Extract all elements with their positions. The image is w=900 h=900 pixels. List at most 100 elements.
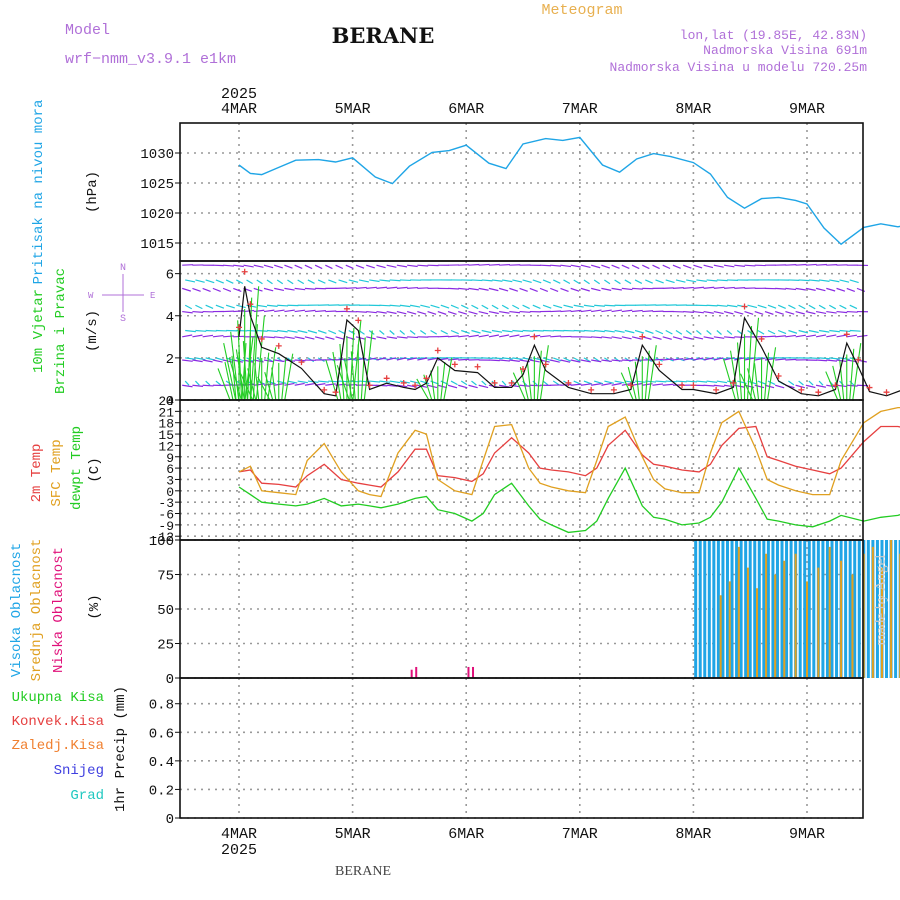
wind-arrow <box>696 330 702 335</box>
gust-marker <box>627 382 634 389</box>
gust-arrow <box>363 330 373 401</box>
gust-marker <box>730 379 737 386</box>
wind-arrow <box>263 336 275 339</box>
wind-arrow <box>614 380 625 384</box>
wind-arrow <box>277 329 288 333</box>
wind-arrow <box>560 359 571 363</box>
wind-arrow <box>849 304 858 310</box>
wind-arrow <box>747 329 754 335</box>
bottom-day-label: 4MAR <box>221 826 257 843</box>
wind-arrow <box>409 380 420 384</box>
wind-arrow <box>355 286 367 289</box>
gust-arrow <box>825 371 839 401</box>
gust-arrow <box>247 297 253 401</box>
precip-legend: Ukupna Kisa Konvek.Kisa Zaledj.Kisa Snij… <box>12 686 129 812</box>
y-tick-label: 0.4 <box>149 755 174 771</box>
wind-arrow <box>304 309 316 313</box>
wind-arrow <box>798 329 809 334</box>
wind-arrow <box>195 279 205 283</box>
wind-arrow <box>734 264 745 267</box>
gust-marker <box>474 363 481 370</box>
wind-arrow <box>437 335 449 338</box>
wind-arrow <box>223 264 234 267</box>
wind-arrow <box>215 279 224 284</box>
wind-arrow <box>560 310 572 313</box>
wind-arrow <box>325 336 335 340</box>
wind-arrow <box>683 286 694 289</box>
wind-arrow <box>826 287 836 292</box>
wind-arrow <box>243 264 254 268</box>
wind-arrow <box>284 264 293 269</box>
wind-arrow <box>307 329 318 334</box>
wind-arrow <box>325 264 333 270</box>
wind-arrow <box>256 304 268 308</box>
wind-arrow <box>315 310 326 313</box>
wind-arrow <box>849 279 859 284</box>
wind-arrow <box>540 264 551 267</box>
gust-arrow <box>264 372 274 401</box>
wind-arrow <box>553 304 563 309</box>
wind-arrow <box>399 330 406 335</box>
wind-arrow <box>696 279 707 282</box>
wind-arrow <box>184 380 190 386</box>
gust-arrow <box>839 360 845 401</box>
wind-arrow <box>611 382 622 386</box>
cloud-legend-low: Niska Oblacnost <box>51 547 67 673</box>
y-tick-label: 50 <box>157 603 174 619</box>
wind-arrow <box>512 329 524 333</box>
wind-arrow <box>795 334 806 338</box>
gust-marker <box>366 382 373 389</box>
gust-arrow <box>240 373 254 401</box>
wind-arrow <box>836 287 846 292</box>
wind-arrow <box>611 359 623 362</box>
wind-arrow <box>215 380 222 386</box>
wind-arrow <box>376 286 388 289</box>
temp-legend-2m: 2m Temp <box>29 444 45 503</box>
wind-arrow <box>734 310 744 315</box>
gust-marker <box>542 361 549 368</box>
footer-station: BERANE <box>335 864 391 879</box>
wind-arrow <box>348 279 359 283</box>
wind-arrow <box>785 310 795 315</box>
wind-arrow <box>819 357 830 360</box>
wind-arrow <box>836 334 847 338</box>
y-tick-label: -3 <box>158 496 174 511</box>
gust-arrow <box>257 376 271 401</box>
gust-arrow <box>271 367 277 401</box>
y-tick-label: 2 <box>166 352 174 368</box>
gust-arrow <box>230 331 240 401</box>
top-day-label: 9MAR <box>789 101 825 118</box>
precip-legend-frz: Zaledj.Kisa <box>12 738 104 754</box>
top-day-label: 8MAR <box>675 101 711 118</box>
wind-arrow <box>683 310 695 313</box>
wind-arrow <box>396 310 407 315</box>
wind-arrow <box>583 304 595 308</box>
wind-arrow <box>632 287 643 290</box>
wind-arrow <box>672 336 683 340</box>
wind-arrow <box>580 287 590 292</box>
wind-legend-label-1: 10m Vjetar <box>31 289 47 373</box>
wind-arrow <box>287 279 294 285</box>
wind-arrow <box>601 287 612 291</box>
wind-arrow <box>634 380 646 383</box>
y-tick-label: 25 <box>157 638 174 654</box>
wind-arrow <box>662 336 672 340</box>
wind-arrow <box>846 310 858 313</box>
wind-arrow <box>767 304 777 309</box>
gust-marker <box>531 333 538 340</box>
wind-arrow <box>328 279 337 284</box>
wind-arrow <box>195 304 203 310</box>
gust-marker <box>412 382 419 389</box>
gust-marker <box>298 359 305 366</box>
wind-arrow <box>447 310 457 315</box>
wind-arrow <box>458 358 470 361</box>
wind-arrow <box>389 380 401 384</box>
wind-arrow <box>294 382 305 386</box>
gust-marker <box>656 361 663 368</box>
wind-arrow <box>580 264 591 268</box>
wind-arrow <box>724 286 735 289</box>
wind-arrow <box>713 357 724 361</box>
gust-marker <box>400 379 407 386</box>
y-tick-label: 6 <box>166 462 174 477</box>
wind-arrow <box>723 384 735 388</box>
